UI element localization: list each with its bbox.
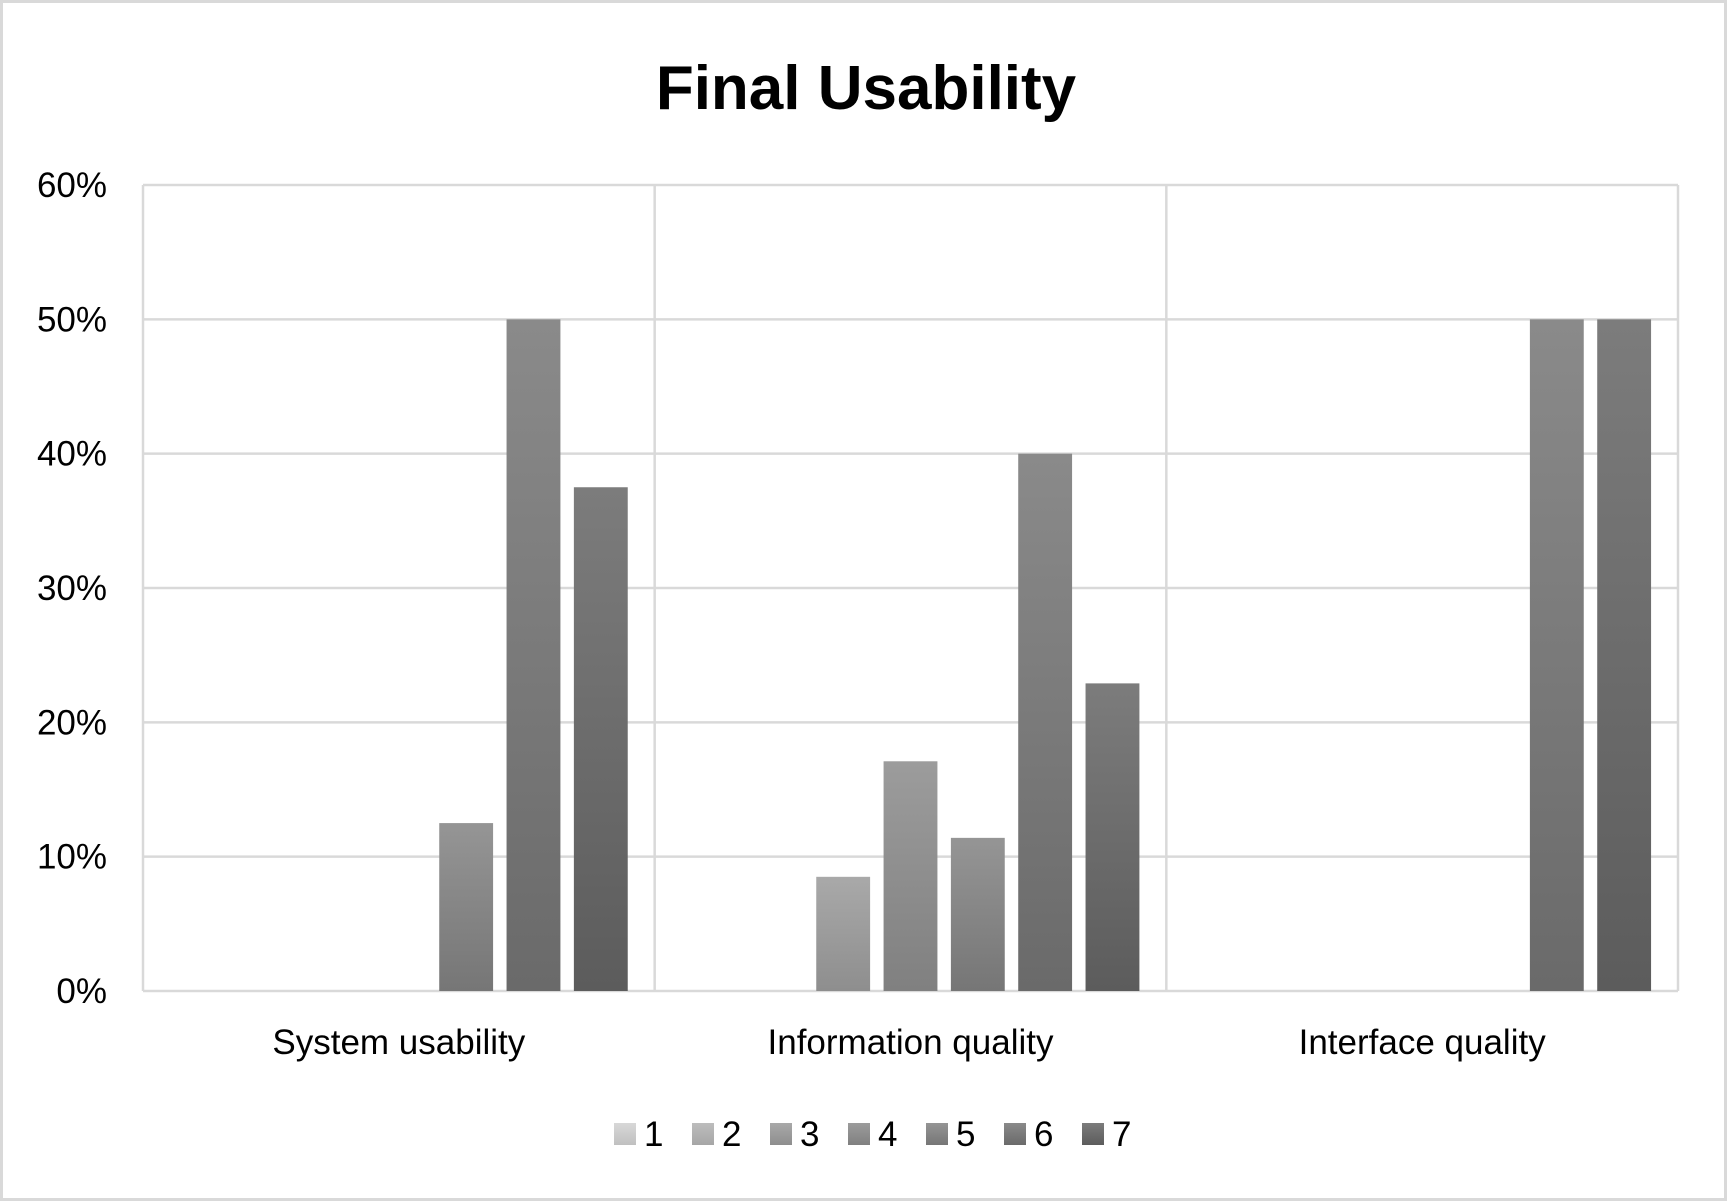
legend-label: 6 — [1034, 1115, 1053, 1154]
bar-interface-quality-series-6 — [1529, 319, 1584, 991]
y-tick-label: 30% — [37, 569, 107, 608]
legend: 1 2 3 4 5 6 7 — [614, 1115, 1131, 1154]
legend-swatch — [1004, 1123, 1026, 1145]
y-tick-label: 20% — [37, 703, 107, 742]
bar-system-usability-series-5 — [439, 823, 494, 991]
y-tick-label: 50% — [37, 300, 107, 339]
legend-label: 2 — [722, 1115, 741, 1154]
legend-label: 5 — [956, 1115, 975, 1154]
x-category-label: Interface quality — [1299, 1023, 1547, 1062]
gridlines — [141, 183, 1680, 993]
bar-information-quality-series-5 — [950, 837, 1005, 991]
bar-chart: Final Usability 0% 10% 20% 30% 40% 50% 60% Sys… — [37, 54, 1680, 1154]
y-axis-tick-labels: 0% 10% 20% 30% 40% 50% 60% — [37, 166, 107, 1011]
legend-label: 4 — [878, 1115, 897, 1154]
y-tick-label: 60% — [37, 166, 107, 205]
y-tick-label: 10% — [37, 838, 107, 877]
y-tick-label: 40% — [37, 435, 107, 474]
legend-swatch — [614, 1123, 636, 1145]
legend-swatch — [848, 1123, 870, 1145]
bar-information-quality-series-6 — [1018, 453, 1073, 992]
bar-information-quality-series-3 — [816, 876, 871, 991]
legend-swatch — [692, 1123, 714, 1145]
bars — [439, 319, 1652, 992]
legend-label: 1 — [644, 1115, 663, 1154]
bar-system-usability-series-6 — [506, 319, 561, 991]
bar-interface-quality-series-7 — [1597, 319, 1652, 991]
x-axis-category-labels: System usability Information quality Inter… — [272, 1023, 1546, 1062]
chart-title: Final Usability — [656, 54, 1077, 123]
legend-swatch — [1082, 1123, 1104, 1145]
bar-information-quality-series-4 — [883, 761, 938, 991]
legend-label: 7 — [1112, 1115, 1131, 1154]
y-tick-label: 0% — [56, 972, 107, 1011]
legend-swatch — [926, 1123, 948, 1145]
x-category-label: Information quality — [768, 1023, 1054, 1062]
legend-swatch — [770, 1123, 792, 1145]
bar-information-quality-series-7 — [1085, 683, 1140, 991]
bar-system-usability-series-7 — [573, 487, 628, 991]
legend-label: 3 — [800, 1115, 819, 1154]
x-category-label: System usability — [272, 1023, 525, 1062]
